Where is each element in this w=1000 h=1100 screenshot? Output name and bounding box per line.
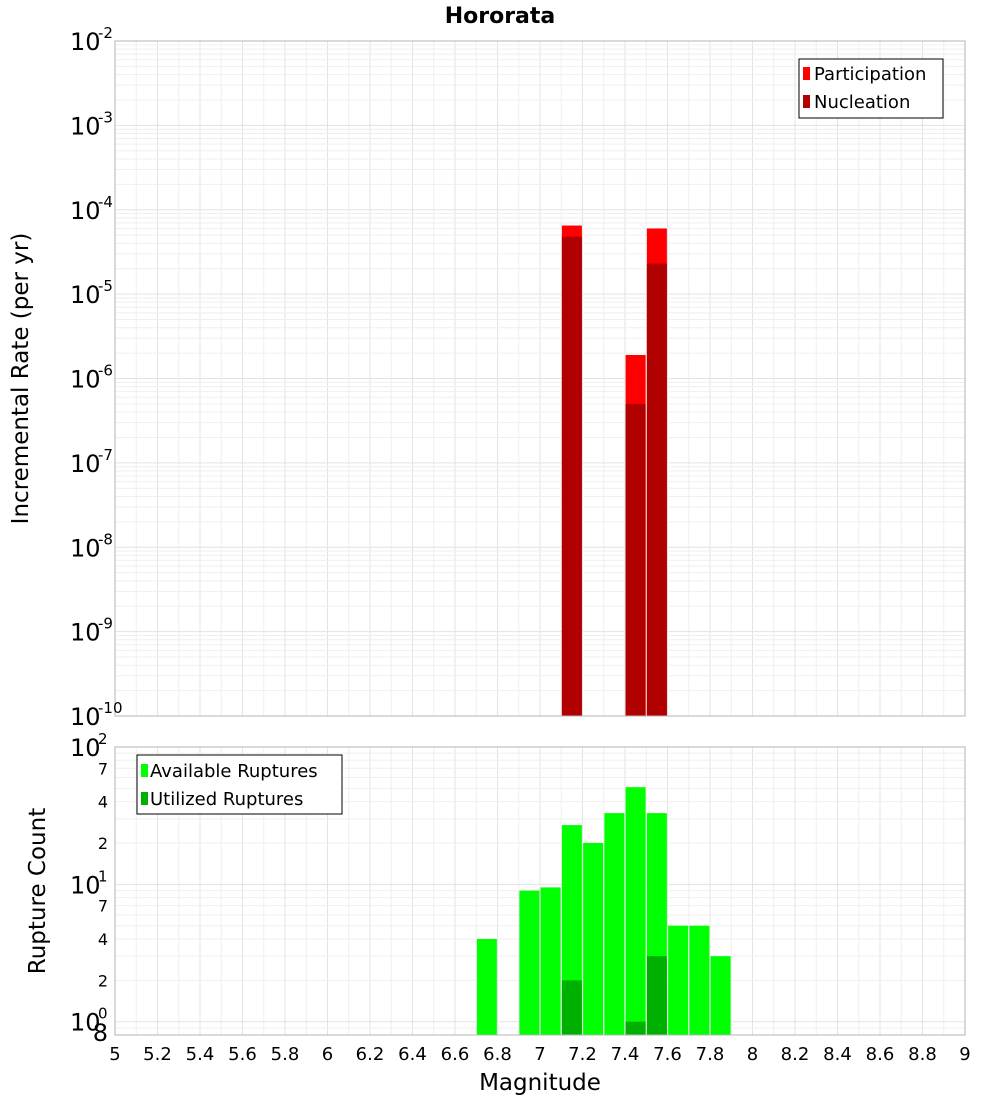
count-y-minor-tick-label: 7 bbox=[98, 759, 108, 778]
count-y-tick-label: 10 bbox=[70, 734, 101, 762]
count-bar-available-ruptures bbox=[476, 939, 497, 1035]
x-tick-label: 7.4 bbox=[611, 1044, 640, 1065]
count-bar-available-ruptures bbox=[689, 925, 710, 1035]
rate-y-axis-label: Incremental Rate (per yr) bbox=[8, 233, 34, 525]
x-tick-label: 9 bbox=[959, 1044, 970, 1065]
x-tick-label: 5.6 bbox=[228, 1044, 257, 1065]
rate-legend-swatch bbox=[803, 95, 810, 108]
count-bar-utilized-ruptures bbox=[625, 1021, 646, 1035]
rate-legend-box bbox=[798, 58, 944, 119]
rate-plot-frame bbox=[114, 40, 966, 717]
x-tick-label: 8.2 bbox=[781, 1044, 810, 1065]
x-axis-label: Magnitude bbox=[479, 1070, 601, 1096]
count-bar-available-ruptures bbox=[625, 787, 646, 1035]
count-legend-swatch bbox=[141, 764, 148, 777]
count-bar-available-ruptures bbox=[668, 925, 689, 1035]
x-tick-label: 5.4 bbox=[186, 1044, 215, 1065]
x-tick-label: 6 bbox=[322, 1044, 333, 1065]
rate-bar-nucleation bbox=[646, 263, 667, 716]
x-tick-label: 5 bbox=[109, 1044, 120, 1065]
count-bar-available-ruptures bbox=[540, 887, 561, 1035]
count-y-minor-tick-label: 7 bbox=[98, 897, 108, 916]
rate-y-tick-label: 10 bbox=[70, 281, 101, 309]
x-tick-label: 7.2 bbox=[568, 1044, 597, 1065]
count-bar-available-ruptures bbox=[604, 813, 625, 1035]
rate-bar-nucleation bbox=[561, 236, 582, 716]
count-y-minor-tick-label: 8 bbox=[93, 1019, 108, 1047]
count-plot-frame bbox=[114, 746, 966, 1036]
count-legend-label: Utilized Ruptures bbox=[150, 789, 303, 810]
rate-y-tick-exponent: -10 bbox=[98, 699, 123, 717]
rate-y-tick-exponent: -2 bbox=[98, 24, 113, 42]
rate-y-tick-label: 10 bbox=[70, 112, 101, 140]
count-y-axis-label: Rupture Count bbox=[25, 808, 51, 974]
count-y-minor-tick-label: 2 bbox=[98, 971, 108, 990]
rate-legend-label: Participation bbox=[814, 64, 926, 85]
x-tick-label: 8.8 bbox=[908, 1044, 937, 1065]
rate-y-tick-label: 10 bbox=[70, 450, 101, 478]
x-tick-label: 5.8 bbox=[271, 1044, 300, 1065]
rate-y-tick-exponent: -7 bbox=[98, 446, 113, 464]
rate-y-tick-exponent: -3 bbox=[98, 108, 113, 126]
count-y-tick-label: 10 bbox=[70, 1009, 101, 1037]
x-tick-label: 8.6 bbox=[866, 1044, 895, 1065]
count-y-tick-exponent: 2 bbox=[98, 730, 108, 748]
rate-y-tick-label: 10 bbox=[70, 703, 101, 731]
count-y-tick-exponent: 0 bbox=[98, 1005, 108, 1023]
rate-y-tick-label: 10 bbox=[70, 197, 101, 225]
rate-y-tick-exponent: -5 bbox=[98, 277, 113, 295]
count-legend-label: Available Ruptures bbox=[150, 761, 318, 782]
count-y-minor-tick-label: 2 bbox=[98, 834, 108, 853]
x-tick-label: 8 bbox=[747, 1044, 758, 1065]
x-tick-label: 7.6 bbox=[653, 1044, 682, 1065]
count-bar-available-ruptures bbox=[710, 956, 731, 1035]
rate-y-tick-exponent: -9 bbox=[98, 615, 113, 633]
x-tick-label: 6.6 bbox=[441, 1044, 470, 1065]
x-tick-label: 8.4 bbox=[823, 1044, 852, 1065]
rate-y-tick-label: 10 bbox=[70, 619, 101, 647]
count-y-minor-tick-label: 4 bbox=[98, 930, 108, 949]
count-bar-available-ruptures bbox=[519, 890, 540, 1035]
count-y-minor-tick-label: 4 bbox=[98, 793, 108, 812]
x-tick-label: 7 bbox=[534, 1044, 545, 1065]
rate-bar-nucleation bbox=[625, 403, 646, 716]
count-bar-available-ruptures bbox=[583, 843, 604, 1035]
rate-plot: 10-1010-910-810-710-610-510-410-310-2Inc… bbox=[8, 24, 966, 731]
rate-y-tick-exponent: -4 bbox=[98, 193, 113, 211]
x-axis-ticks: 5 5.2 5.4 5.6 5.8 6 6.2 6.4 6.6 6.8 7 7.2 7.4 7.6 7.8 8… bbox=[109, 1044, 970, 1065]
x-tick-label: 5.2 bbox=[143, 1044, 172, 1065]
rate-y-tick-exponent: -8 bbox=[98, 530, 113, 548]
count-y-tick-exponent: 1 bbox=[98, 867, 108, 885]
count-legend-swatch bbox=[141, 792, 148, 805]
rate-y-tick-exponent: -6 bbox=[98, 362, 113, 380]
x-tick-label: 6.8 bbox=[483, 1044, 512, 1065]
count-y-tick-label: 10 bbox=[70, 871, 101, 899]
count-bar-utilized-ruptures bbox=[646, 956, 667, 1035]
x-tick-label: 7.8 bbox=[696, 1044, 725, 1065]
count-legend-box bbox=[136, 754, 343, 815]
rate-y-tick-label: 10 bbox=[70, 366, 101, 394]
rate-y-tick-label: 10 bbox=[70, 28, 101, 56]
rate-legend-label: Nucleation bbox=[814, 92, 910, 113]
chart-title: Hororata bbox=[445, 4, 556, 29]
x-tick-label: 6.2 bbox=[356, 1044, 385, 1065]
rate-y-tick-label: 10 bbox=[70, 534, 101, 562]
rate-legend-swatch bbox=[803, 67, 810, 80]
count-bar-utilized-ruptures bbox=[561, 980, 582, 1035]
x-tick-label: 6.4 bbox=[398, 1044, 427, 1065]
